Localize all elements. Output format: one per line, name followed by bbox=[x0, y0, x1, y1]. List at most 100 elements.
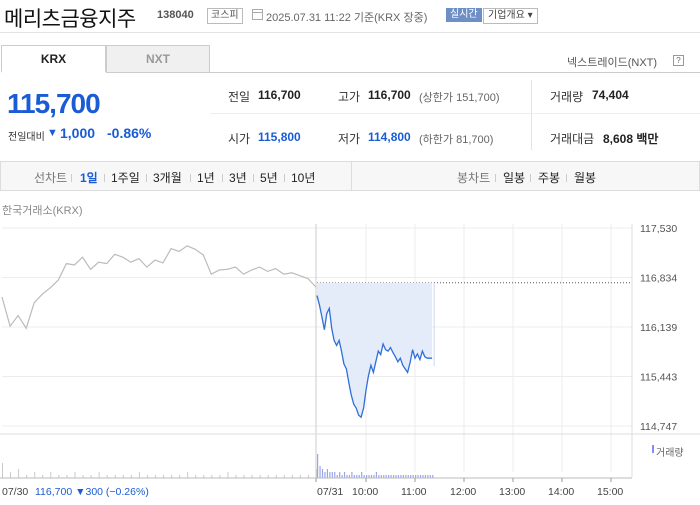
volume-bar-prev bbox=[10, 472, 12, 478]
volume-bar-today bbox=[402, 475, 404, 478]
chevron-down-icon: ▾ bbox=[524, 10, 533, 21]
price-chart[interactable]: 117,530 116,834 116,139 115,443 114,747 07/31… bbox=[0, 215, 700, 505]
volume-bar-prev bbox=[130, 475, 132, 478]
volume-bar-today bbox=[339, 472, 341, 478]
volume-bar-today bbox=[395, 475, 397, 478]
volume-bar-prev bbox=[26, 475, 28, 478]
prev-close-value: 116,700 bbox=[258, 88, 301, 102]
period-5y[interactable]: 5년 bbox=[260, 171, 278, 185]
period-1y[interactable]: 1년 bbox=[197, 171, 215, 185]
volume-bar-today bbox=[329, 472, 331, 478]
volume-bar-prev bbox=[18, 469, 20, 478]
volume-bar-today bbox=[397, 475, 400, 478]
nextrade-link[interactable]: 넥스트레이드(NXT) bbox=[567, 57, 658, 69]
low-label: 저가 bbox=[338, 132, 361, 146]
volume-bar-prev bbox=[154, 475, 156, 478]
volume-bar-prev bbox=[114, 475, 116, 478]
volume-bar-prev bbox=[275, 475, 277, 478]
volume-bar-today bbox=[351, 472, 353, 478]
period-3y[interactable]: 3년 bbox=[229, 171, 247, 185]
volume-bar-prev bbox=[283, 475, 285, 478]
period-divider bbox=[253, 174, 254, 182]
period-divider bbox=[190, 174, 191, 182]
period-1d[interactable]: 1일 bbox=[80, 171, 98, 185]
high-value: 116,700 bbox=[368, 88, 411, 102]
candle-chart-label: 봉차트 bbox=[457, 171, 491, 185]
volume-bar-today bbox=[353, 475, 355, 478]
period-divider bbox=[495, 174, 496, 182]
help-icon[interactable]: ? bbox=[673, 55, 684, 66]
x-tick-label: 15:00 bbox=[597, 486, 623, 498]
calendar-icon bbox=[252, 9, 263, 20]
volume-bar-today bbox=[415, 475, 417, 478]
amount-value: 8,608 백만 bbox=[603, 132, 659, 146]
period-divider bbox=[222, 174, 223, 182]
series-line-prev-day bbox=[1, 245, 317, 330]
volume-bar-prev bbox=[235, 475, 237, 478]
stock-code: 138040 bbox=[157, 9, 194, 21]
volume-bar-today bbox=[341, 475, 343, 478]
tab-nxt[interactable]: NXT bbox=[106, 45, 210, 73]
volume-bar-today bbox=[419, 475, 422, 478]
volume-bar-today bbox=[432, 475, 434, 478]
volume-bar-prev bbox=[227, 472, 229, 478]
period-bar-divider bbox=[351, 162, 352, 190]
volume-bar-prev bbox=[163, 475, 165, 478]
candle-monthly[interactable]: 월봉 bbox=[574, 171, 597, 185]
volume-bar-prev bbox=[98, 472, 100, 478]
volume-bar-prev bbox=[211, 475, 213, 478]
volume-bar-prev bbox=[82, 475, 84, 478]
volume-bar-today bbox=[383, 475, 385, 478]
stats-divider bbox=[531, 80, 532, 150]
volume-bar-prev bbox=[42, 475, 44, 478]
volume-bar-prev bbox=[74, 472, 76, 478]
y-tick-label: 116,834 bbox=[640, 273, 677, 285]
prev-day-close-text: 116,700 ▼300 (−0.26%) bbox=[35, 486, 149, 498]
period-1w[interactable]: 1주일 bbox=[111, 171, 140, 185]
line-chart-label: 선차트 bbox=[34, 171, 68, 185]
volume-bar-today bbox=[424, 475, 426, 478]
volume-bar-prev bbox=[2, 463, 3, 478]
candle-weekly[interactable]: 주봉 bbox=[538, 171, 561, 185]
volume-bar-today bbox=[400, 475, 402, 478]
volume-bar-today bbox=[378, 475, 380, 478]
period-3m[interactable]: 3개월 bbox=[153, 171, 182, 185]
volume-bar-today bbox=[319, 466, 321, 478]
period-10y[interactable]: 10년 bbox=[291, 171, 316, 185]
volume-bar-today bbox=[368, 475, 370, 478]
volume-bar-today bbox=[361, 472, 363, 478]
y-tick-label: 115,443 bbox=[640, 372, 677, 384]
volume-bar-today bbox=[326, 469, 328, 478]
x-tick-label: 11:00 bbox=[401, 486, 427, 498]
volume-bar-prev bbox=[138, 472, 140, 478]
volume-bar-today bbox=[317, 454, 319, 478]
volume-bar-today bbox=[343, 472, 346, 478]
y-tick-label: 114,747 bbox=[640, 421, 677, 433]
volume-bar-today bbox=[366, 475, 368, 478]
corp-info-dropdown[interactable]: 기업개요 ▾ bbox=[483, 8, 538, 24]
volume-bar-today bbox=[334, 472, 336, 478]
volume-bar-prev bbox=[219, 475, 221, 478]
volume-bar-prev bbox=[171, 475, 173, 478]
realtime-button[interactable]: 실시간 bbox=[446, 8, 482, 22]
volume-bar-today bbox=[385, 475, 387, 478]
period-divider bbox=[104, 174, 105, 182]
volume-legend-swatch bbox=[652, 445, 654, 453]
volume-bar-prev bbox=[267, 475, 269, 478]
volume-value: 74,404 bbox=[592, 88, 629, 102]
volume-label: 거래량 bbox=[550, 90, 584, 104]
tab-underline bbox=[210, 72, 700, 73]
candle-daily[interactable]: 일봉 bbox=[503, 171, 526, 185]
volume-bar-prev bbox=[106, 475, 108, 478]
lower-limit: (하한가 81,700) bbox=[419, 134, 494, 146]
amount-label: 거래대금 bbox=[550, 132, 595, 146]
volume-bar-today bbox=[356, 475, 358, 478]
high-label: 고가 bbox=[338, 90, 361, 104]
volume-bar-prev bbox=[146, 475, 148, 478]
volume-bar-today bbox=[321, 469, 324, 478]
tab-krx[interactable]: KRX bbox=[1, 45, 106, 73]
market-badge: 코스피 bbox=[207, 8, 243, 24]
current-price: 115,700 bbox=[7, 88, 101, 119]
volume-bar-today bbox=[422, 475, 424, 478]
volume-bar-prev bbox=[90, 475, 92, 478]
